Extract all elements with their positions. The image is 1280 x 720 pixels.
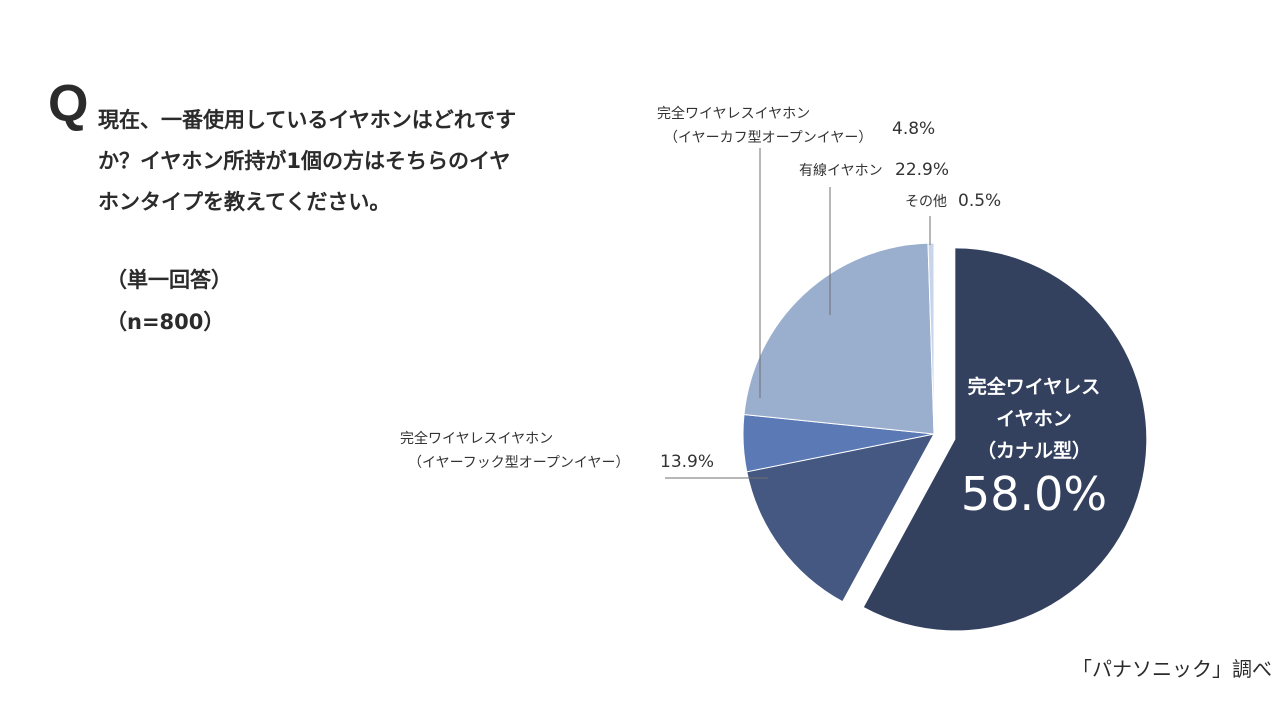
slice-label-4-line-0: その他 — [905, 194, 947, 210]
slice-value-2: 4.8% — [892, 119, 935, 139]
pie-slice-3 — [743, 242, 935, 435]
slice-label-0-line-0: 完全ワイヤレス — [968, 375, 1100, 398]
slice-label-1-line-1: （イヤーフック型オープンイヤー） — [408, 455, 629, 471]
slice-label-0-line-1: イヤホン — [996, 408, 1071, 430]
slice-value-4: 0.5% — [958, 191, 1001, 211]
pie-labels: 完全ワイヤレスイヤホン （カナル型） 58.0% 完全ワイヤレスイヤホン （イヤーフック… — [400, 105, 1107, 521]
question-mark: Q — [48, 75, 89, 133]
pie-slice-4 — [927, 242, 935, 435]
slice-label-3-line-0: 有線イヤホン — [799, 163, 883, 179]
pie-slice-0 — [863, 248, 1147, 631]
pie-slice-1 — [746, 433, 935, 603]
slice-label-2-line-0: 完全ワイヤレスイヤホン — [657, 105, 810, 122]
question-text: 現在、一番使用しているイヤホンはどれですか？イヤホン所持が1個の方はそちらのイヤ… — [98, 108, 517, 214]
slice-label-0-line-2: （カナル型） — [977, 439, 1091, 462]
slice-value-1: 13.9% — [660, 452, 714, 472]
slice-value-0: 58.0% — [961, 467, 1107, 521]
slice-label-2-line-1: （イヤーカフ型オープンイヤー） — [664, 130, 872, 146]
answer-type-note: （単一回答） — [106, 268, 232, 292]
slice-label-1-line-0: 完全ワイヤレスイヤホン — [400, 430, 553, 447]
sample-size-note: （n=800） — [106, 310, 225, 334]
pie-slices — [742, 242, 1147, 631]
slice-value-3: 22.9% — [895, 160, 949, 180]
source-note: 「パナソニック」調べ — [1072, 657, 1272, 681]
